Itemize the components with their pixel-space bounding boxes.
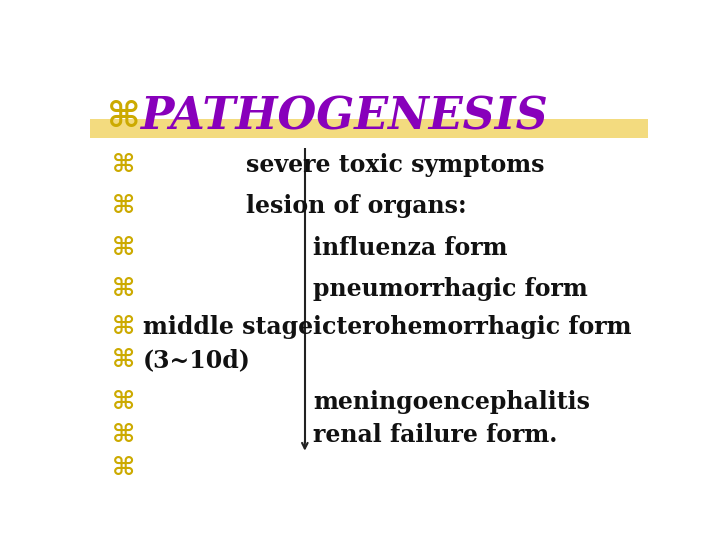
Text: ⌘: ⌘ bbox=[112, 153, 135, 177]
Text: ⌘: ⌘ bbox=[112, 423, 135, 447]
Text: ⌘: ⌘ bbox=[107, 100, 140, 134]
Text: middle stage: middle stage bbox=[143, 315, 313, 339]
Text: lesion of organs:: lesion of organs: bbox=[246, 194, 467, 218]
Text: PATHOGENESIS: PATHOGENESIS bbox=[140, 95, 548, 138]
Text: ⌘: ⌘ bbox=[112, 278, 135, 301]
Text: severe toxic symptoms: severe toxic symptoms bbox=[246, 153, 545, 177]
Text: ⌘: ⌘ bbox=[112, 389, 135, 414]
Text: meningoencephalitis: meningoencephalitis bbox=[313, 389, 590, 414]
Text: (3~10d): (3~10d) bbox=[143, 348, 251, 372]
Text: renal failure form.: renal failure form. bbox=[313, 423, 557, 447]
Text: ⌘: ⌘ bbox=[112, 348, 135, 372]
Text: ⌘: ⌘ bbox=[112, 194, 135, 218]
Text: influenza form: influenza form bbox=[313, 236, 508, 260]
Text: ⌘: ⌘ bbox=[112, 315, 135, 339]
Text: ⌘: ⌘ bbox=[112, 236, 135, 260]
FancyBboxPatch shape bbox=[90, 119, 648, 138]
Text: icterohemorrhagic form: icterohemorrhagic form bbox=[313, 315, 631, 339]
Text: ⌘: ⌘ bbox=[112, 456, 135, 480]
Text: pneumorrhagic form: pneumorrhagic form bbox=[313, 278, 588, 301]
